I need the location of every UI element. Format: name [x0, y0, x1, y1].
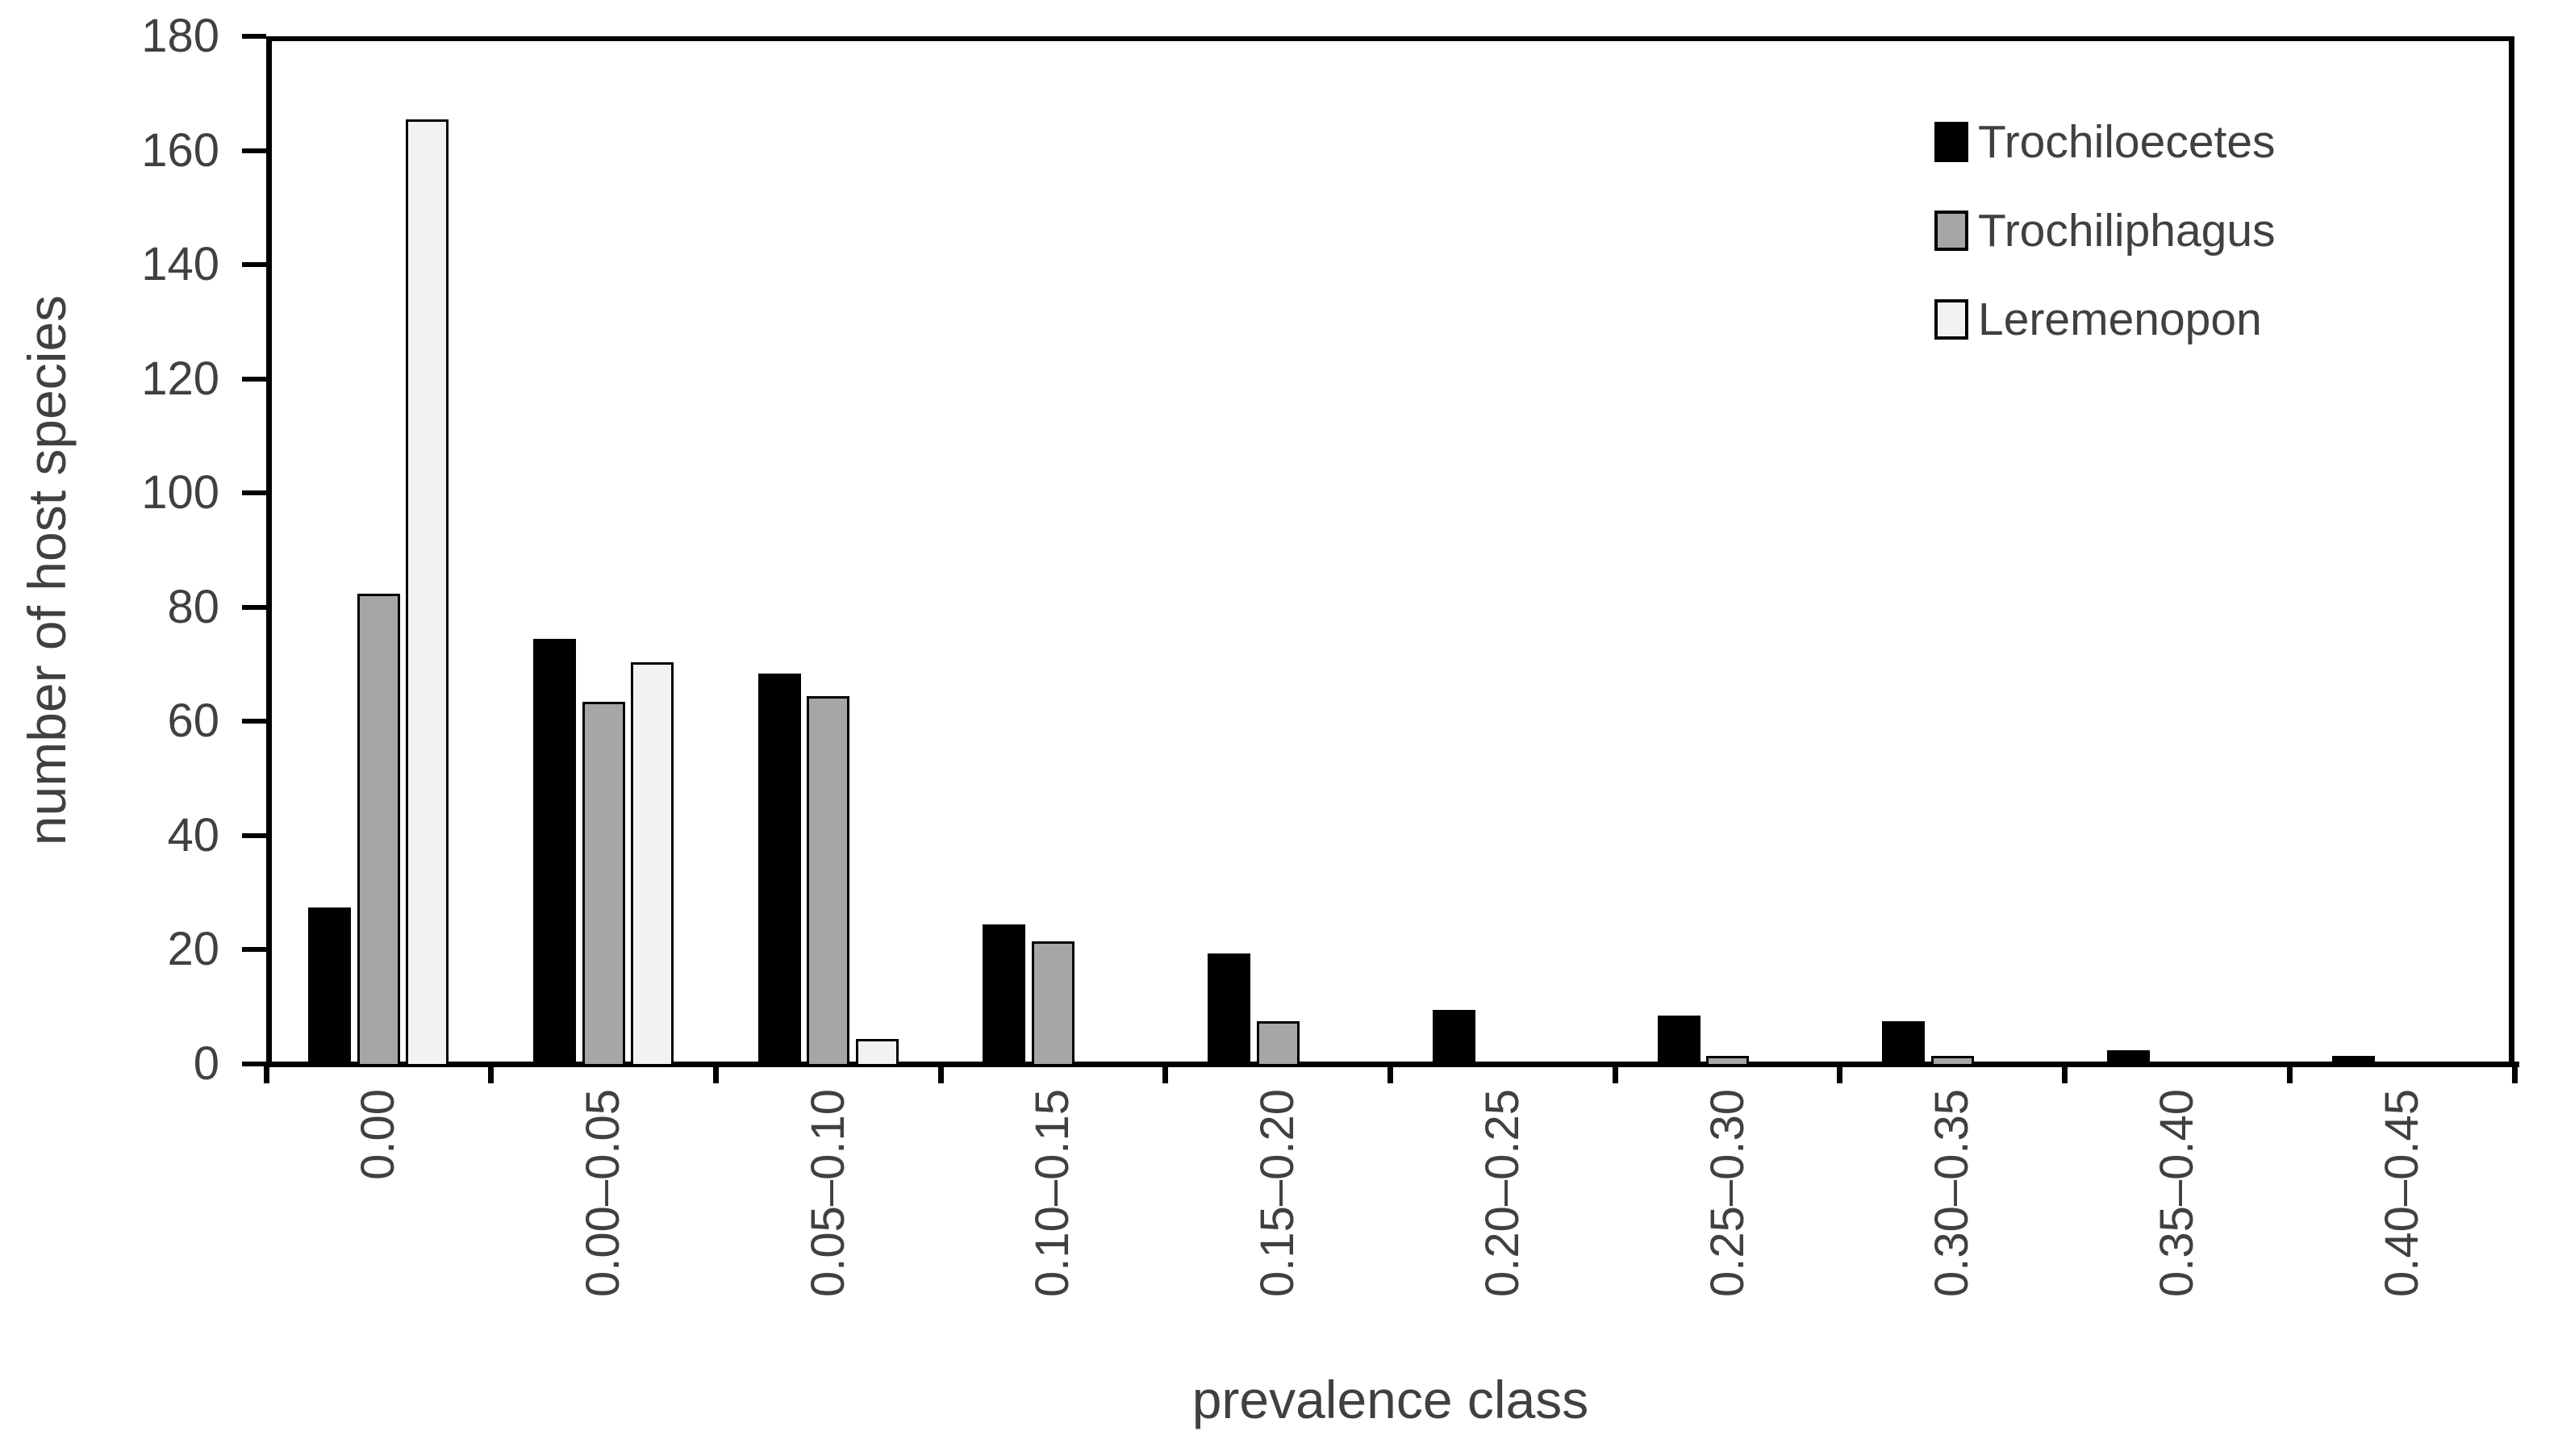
- legend-marker-leremenopon: [1934, 299, 1968, 340]
- bar-trochiloecetes-0.05–0.10: [757, 674, 801, 1064]
- x-tick: [1837, 1064, 1843, 1083]
- legend-row: Leremenopon: [1934, 293, 2276, 345]
- bar-trochiloecetes-0.35–0.40: [2106, 1050, 2150, 1064]
- x-tick: [1387, 1064, 1393, 1083]
- y-tick-label: 40: [167, 808, 219, 862]
- legend-label: Trochiliphagus: [1978, 204, 2276, 257]
- legend-label: Leremenopon: [1978, 293, 2262, 345]
- y-tick: [242, 1062, 266, 1066]
- y-tick: [242, 604, 266, 610]
- y-tick: [242, 490, 266, 496]
- x-category-label: 0.15–0.20: [1251, 1089, 1304, 1298]
- legend-marker-trochiloecetes: [1934, 122, 1968, 162]
- bar-trochiloecetes-0.30–0.35: [1882, 1021, 1926, 1064]
- x-tick: [712, 1064, 719, 1083]
- y-tick-label: 120: [141, 352, 219, 405]
- bar-trochiliphagus-0.10–0.15: [1031, 941, 1075, 1064]
- bar-trochiliphagus-0.00: [357, 594, 400, 1064]
- y-tick-label: 160: [141, 123, 219, 177]
- legend-label: Trochiloecetes: [1978, 115, 2276, 168]
- x-category-label: 0.25–0.30: [1700, 1089, 1754, 1298]
- bar-trochiloecetes-0.00: [308, 907, 352, 1064]
- bar-trochiloecetes-0.40–0.45: [2331, 1056, 2375, 1064]
- legend: Trochiloecetes Trochiliphagus Leremenopon: [1934, 119, 2276, 386]
- x-category-label: 0.20–0.25: [1475, 1089, 1529, 1298]
- bar-leremenopon-0.00: [406, 119, 449, 1064]
- y-tick: [242, 34, 266, 39]
- y-tick-label: 100: [141, 466, 219, 519]
- x-category-label: 0.10–0.15: [1026, 1089, 1079, 1298]
- y-tick-label: 60: [167, 695, 219, 748]
- y-tick-label: 20: [167, 923, 219, 976]
- y-tick-label: 180: [141, 10, 219, 62]
- x-tick: [263, 1064, 269, 1083]
- y-tick: [242, 262, 266, 268]
- x-axis-title: prevalence class: [1191, 1370, 1589, 1429]
- x-tick: [2062, 1064, 2068, 1083]
- y-axis-title: number of host species: [17, 294, 77, 846]
- y-tick-label: 140: [141, 238, 219, 291]
- x-tick: [1162, 1064, 1169, 1083]
- bar-trochiloecetes-0.25–0.30: [1657, 1016, 1700, 1064]
- bar-leremenopon-0.00–0.05: [631, 662, 674, 1064]
- x-category-label: 0.40–0.45: [2375, 1089, 2428, 1298]
- x-tick: [2511, 1064, 2518, 1083]
- bar-trochiliphagus-0.15–0.20: [1256, 1021, 1300, 1064]
- bar-trochiliphagus-0.30–0.35: [1930, 1056, 1974, 1064]
- bar-trochiloecetes-0.15–0.20: [1208, 953, 1251, 1064]
- y-tick: [242, 719, 266, 724]
- x-category-label: 0.00: [352, 1089, 405, 1180]
- bar-trochiloecetes-0.20–0.25: [1432, 1010, 1475, 1064]
- x-tick: [2286, 1064, 2293, 1083]
- legend-marker-trochiliphagus: [1934, 211, 1968, 251]
- y-tick: [242, 947, 266, 953]
- bar-trochiliphagus-0.25–0.30: [1706, 1056, 1750, 1064]
- bar-trochiliphagus-0.05–0.10: [807, 696, 850, 1064]
- x-category-label: 0.35–0.40: [2150, 1089, 2203, 1298]
- y-tick-label: 80: [167, 580, 219, 633]
- bar-trochiliphagus-0.00–0.05: [582, 702, 625, 1064]
- x-category-label: 0.05–0.10: [801, 1089, 854, 1298]
- legend-row: Trochiliphagus: [1934, 204, 2276, 257]
- y-tick-label: 0: [193, 1037, 219, 1090]
- x-tick: [488, 1064, 494, 1083]
- x-tick: [1612, 1064, 1618, 1083]
- bar-trochiloecetes-0.10–0.15: [983, 924, 1026, 1064]
- x-category-label: 0.00–0.05: [577, 1089, 630, 1298]
- legend-row: Trochiloecetes: [1934, 119, 2276, 165]
- bar-trochiloecetes-0.00–0.05: [533, 639, 577, 1064]
- bar-leremenopon-0.05–0.10: [855, 1039, 899, 1064]
- y-tick: [242, 376, 266, 382]
- y-tick: [242, 832, 266, 838]
- x-tick: [937, 1064, 944, 1083]
- y-tick: [242, 148, 266, 153]
- x-category-label: 0.30–0.35: [1926, 1089, 1979, 1298]
